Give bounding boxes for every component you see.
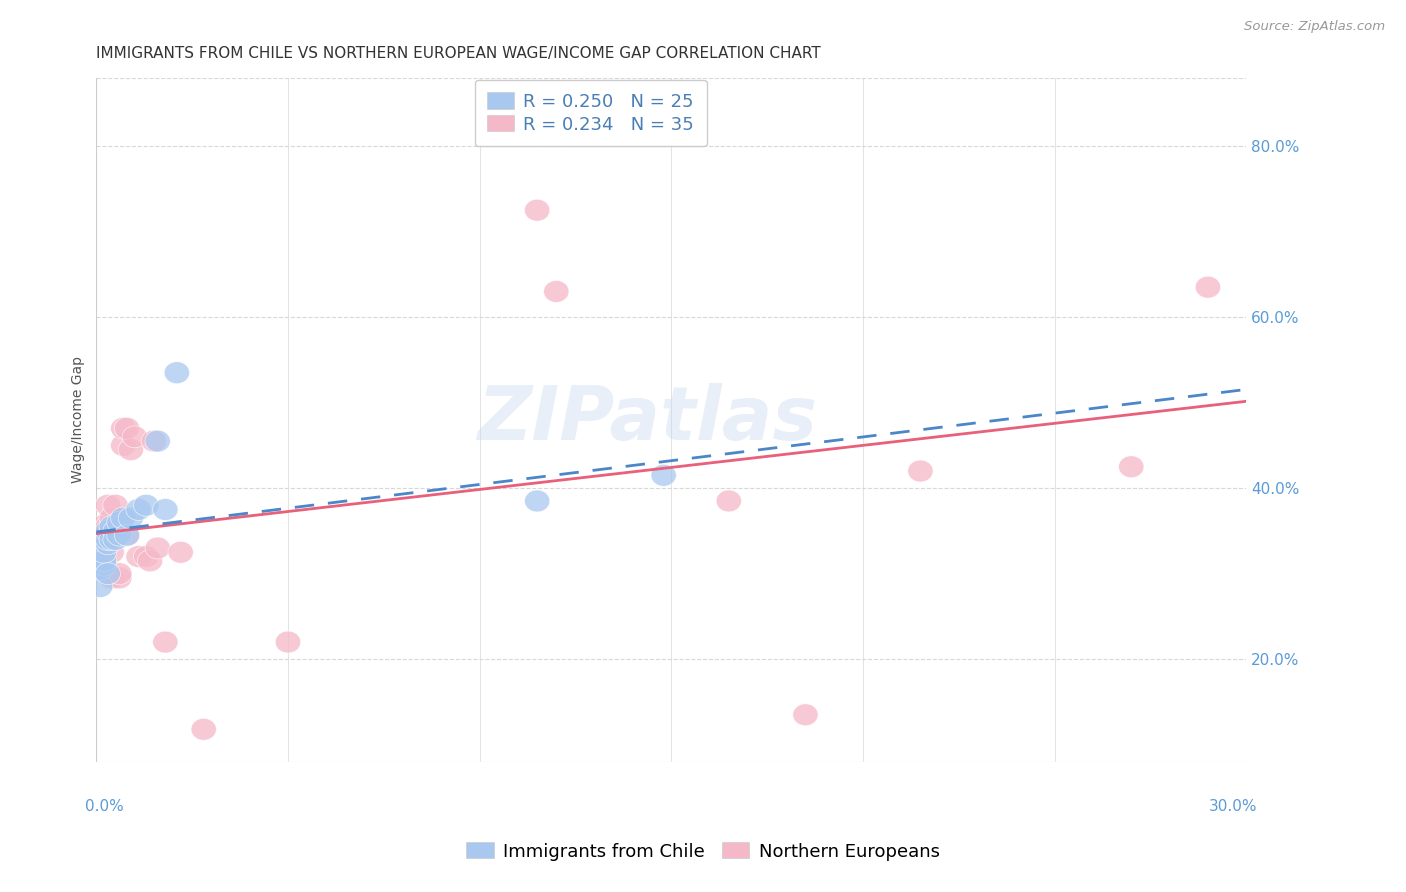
Ellipse shape [91,541,117,563]
Ellipse shape [107,524,132,546]
Text: 0.0%: 0.0% [84,799,124,814]
Ellipse shape [87,575,112,598]
Ellipse shape [153,632,179,653]
Ellipse shape [91,549,117,572]
Ellipse shape [524,490,550,512]
Ellipse shape [1119,456,1144,478]
Ellipse shape [153,499,179,520]
Ellipse shape [127,546,152,567]
Ellipse shape [165,362,190,384]
Ellipse shape [114,524,139,546]
Ellipse shape [145,537,170,559]
Ellipse shape [793,704,818,726]
Ellipse shape [98,541,124,563]
Ellipse shape [276,632,301,653]
Ellipse shape [134,546,159,567]
Ellipse shape [91,524,117,546]
Ellipse shape [716,490,741,512]
Ellipse shape [544,280,569,302]
Ellipse shape [111,508,136,529]
Text: ZIPatlas: ZIPatlas [478,384,818,456]
Legend: R = 0.250   N = 25, R = 0.234   N = 35: R = 0.250 N = 25, R = 0.234 N = 35 [475,80,707,146]
Ellipse shape [145,430,170,452]
Ellipse shape [87,516,112,538]
Ellipse shape [118,508,143,529]
Ellipse shape [96,520,121,541]
Ellipse shape [87,558,112,581]
Ellipse shape [114,524,139,546]
Ellipse shape [96,494,121,516]
Ellipse shape [169,541,194,563]
Ellipse shape [98,508,124,529]
Ellipse shape [127,499,152,520]
Ellipse shape [191,718,217,740]
Ellipse shape [908,460,934,482]
Ellipse shape [103,520,128,541]
Ellipse shape [1195,277,1220,298]
Ellipse shape [107,567,132,589]
Text: Source: ZipAtlas.com: Source: ZipAtlas.com [1244,20,1385,33]
Ellipse shape [103,528,128,550]
Ellipse shape [96,528,121,550]
Text: 30.0%: 30.0% [1209,799,1258,814]
Ellipse shape [107,563,132,584]
Ellipse shape [107,511,132,533]
Ellipse shape [96,563,121,584]
Y-axis label: Wage/Income Gap: Wage/Income Gap [72,356,86,483]
Ellipse shape [96,516,121,538]
Ellipse shape [651,465,676,486]
Ellipse shape [138,549,163,572]
Ellipse shape [91,554,117,576]
Ellipse shape [98,516,124,538]
Ellipse shape [111,434,136,457]
Ellipse shape [524,199,550,221]
Ellipse shape [91,549,117,572]
Ellipse shape [122,425,148,448]
Ellipse shape [96,533,121,555]
Ellipse shape [87,558,112,581]
Ellipse shape [103,494,128,516]
Ellipse shape [118,439,143,460]
Ellipse shape [103,516,128,538]
Ellipse shape [98,528,124,550]
Ellipse shape [114,417,139,439]
Text: IMMIGRANTS FROM CHILE VS NORTHERN EUROPEAN WAGE/INCOME GAP CORRELATION CHART: IMMIGRANTS FROM CHILE VS NORTHERN EUROPE… [97,46,821,62]
Ellipse shape [141,430,166,452]
Ellipse shape [98,567,124,589]
Ellipse shape [134,494,159,516]
Legend: Immigrants from Chile, Northern Europeans: Immigrants from Chile, Northern European… [457,833,949,870]
Ellipse shape [111,417,136,439]
